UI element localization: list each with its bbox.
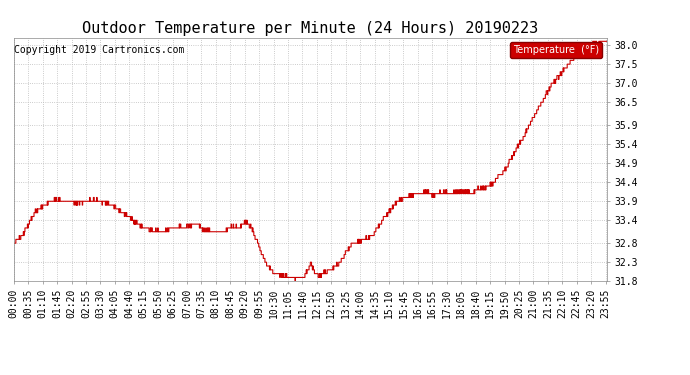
Text: Copyright 2019 Cartronics.com: Copyright 2019 Cartronics.com [14, 45, 185, 55]
Legend: Temperature  (°F): Temperature (°F) [511, 42, 602, 58]
Title: Outdoor Temperature per Minute (24 Hours) 20190223: Outdoor Temperature per Minute (24 Hours… [82, 21, 539, 36]
